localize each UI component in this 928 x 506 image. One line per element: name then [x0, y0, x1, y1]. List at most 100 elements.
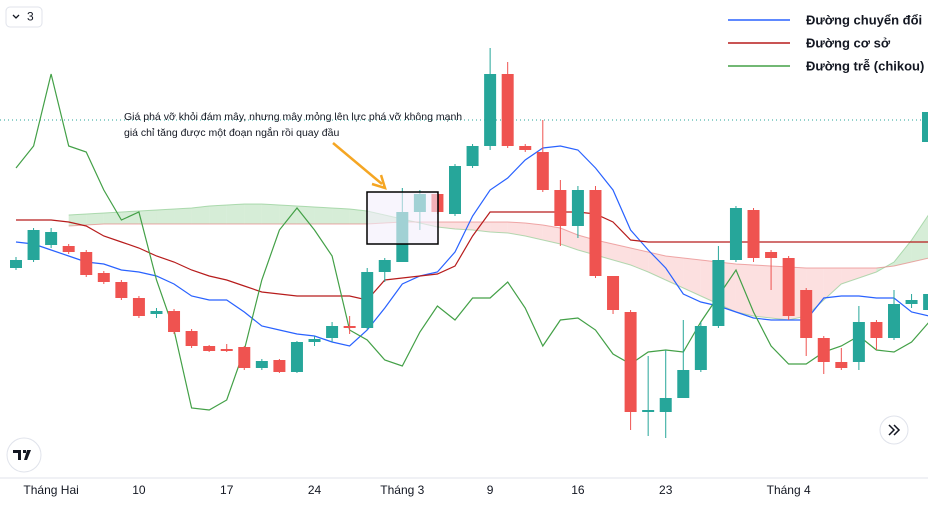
cloud-fill: [296, 206, 315, 224]
candle-body: [343, 326, 356, 328]
cloud-fill: [648, 252, 666, 280]
cloud-fill: [349, 209, 368, 224]
legend: Đường chuyển đổi Đường cơ sở Đường trễ (ch…: [728, 12, 924, 73]
cloud-fill: [841, 268, 859, 284]
cloud-fill: [244, 204, 262, 224]
cloud-fill: [542, 225, 561, 244]
candle-body: [150, 311, 163, 314]
cloud-fill: [507, 222, 526, 236]
interval-badge[interactable]: 3: [5, 6, 43, 28]
candle-body: [290, 342, 303, 372]
cloud-fill: [156, 209, 175, 224]
candle-body: [852, 322, 865, 362]
candle-body: [45, 232, 58, 245]
cloud-fill: [314, 207, 333, 224]
candle-body: [220, 349, 233, 351]
candle-body: [536, 152, 549, 190]
candle-body: [607, 276, 620, 310]
line: [15, 145, 928, 347]
cloud-fill: [332, 208, 350, 224]
badge-box[interactable]: [5, 6, 43, 28]
x-tick-label: 17: [220, 483, 234, 497]
candle-body: [659, 398, 672, 412]
tv-logo[interactable]: [6, 437, 42, 473]
candle-body: [747, 210, 760, 258]
candle-body: [835, 362, 848, 368]
cloud-fill: [191, 206, 210, 224]
candle-body: [905, 300, 918, 304]
cloud-fill: [174, 208, 192, 224]
cloud-fill: [226, 204, 245, 224]
candle-body: [923, 294, 928, 310]
candle-body: [10, 260, 22, 268]
x-tick-label: 24: [308, 483, 322, 497]
cloud-fill: [209, 205, 227, 224]
scroll-icon: [888, 424, 901, 436]
candle-body: [765, 252, 778, 258]
badge-text[interactable]: 3: [27, 10, 34, 24]
legend-label: Đường trễ (chikou): [806, 58, 924, 73]
candle-body: [800, 290, 813, 338]
cloud-fill: [86, 213, 104, 225]
candle-body: [185, 331, 198, 346]
highlight-box: [366, 191, 439, 245]
candle-body: [115, 282, 128, 298]
candle-body: [782, 258, 795, 316]
cloud-fill: [261, 204, 280, 224]
cloud-fill: [823, 268, 842, 300]
candle-body: [501, 74, 514, 146]
x-tick-label: Tháng Hai: [23, 483, 78, 497]
chevron: [12, 14, 20, 19]
candle-body: [624, 312, 637, 412]
cloud-fill: [911, 215, 928, 262]
candle-body: [694, 326, 707, 370]
legend-label: Đường cơ sở: [806, 35, 891, 50]
cloud-fill: [894, 240, 912, 266]
scroll-button[interactable]: [879, 415, 909, 445]
logo-circle[interactable]: [6, 437, 42, 473]
candle-body: [519, 146, 532, 150]
line: [16, 211, 928, 301]
cloud-fill: [103, 212, 122, 224]
candle-body: [132, 298, 145, 316]
candle-body: [97, 273, 110, 282]
x-tick-label: 10: [132, 483, 146, 497]
candle-body: [27, 230, 40, 260]
candle-body: [80, 252, 93, 275]
candle-body: [870, 322, 883, 338]
candle-body: [571, 190, 584, 226]
candle-body: [449, 166, 461, 214]
arrow: [332, 142, 383, 185]
annotation: giá chỉ tăng được một đoạn ngắn rồi quay…: [124, 126, 339, 139]
cloud-fill: [525, 223, 543, 240]
arrow-head: [371, 174, 387, 190]
cloud-fill: [630, 248, 649, 272]
candle-body: [168, 311, 181, 332]
cloud-fill: [613, 244, 631, 265]
candle-body: [466, 146, 479, 166]
cloud-fill: [683, 258, 701, 296]
candle-body: [817, 338, 830, 362]
legend-box: [718, 6, 928, 82]
candle-body: [677, 370, 690, 398]
candle-body: [888, 304, 900, 338]
cloud-fill: [753, 265, 772, 318]
candle-body: [729, 208, 742, 260]
candle-body: [361, 272, 374, 328]
x-tick-label: Tháng 3: [380, 483, 424, 497]
price-tag: [922, 112, 928, 142]
cloud-fill: [490, 222, 508, 233]
candle-body: [308, 339, 321, 342]
candle-body: [554, 190, 567, 226]
x-tick-label: Tháng 4: [767, 483, 811, 497]
annotation: Giá phá vỡ khỏi đám mây, nhưng mây mỏng …: [124, 111, 462, 123]
cloud-fill: [665, 256, 684, 288]
cloud-fill: [279, 205, 297, 224]
cloud-fill: [858, 268, 877, 278]
candle-body: [238, 347, 251, 368]
candle-body: [642, 410, 655, 412]
legend-label: Đường chuyển đổi: [806, 12, 922, 27]
logo-mark: [13, 450, 31, 460]
